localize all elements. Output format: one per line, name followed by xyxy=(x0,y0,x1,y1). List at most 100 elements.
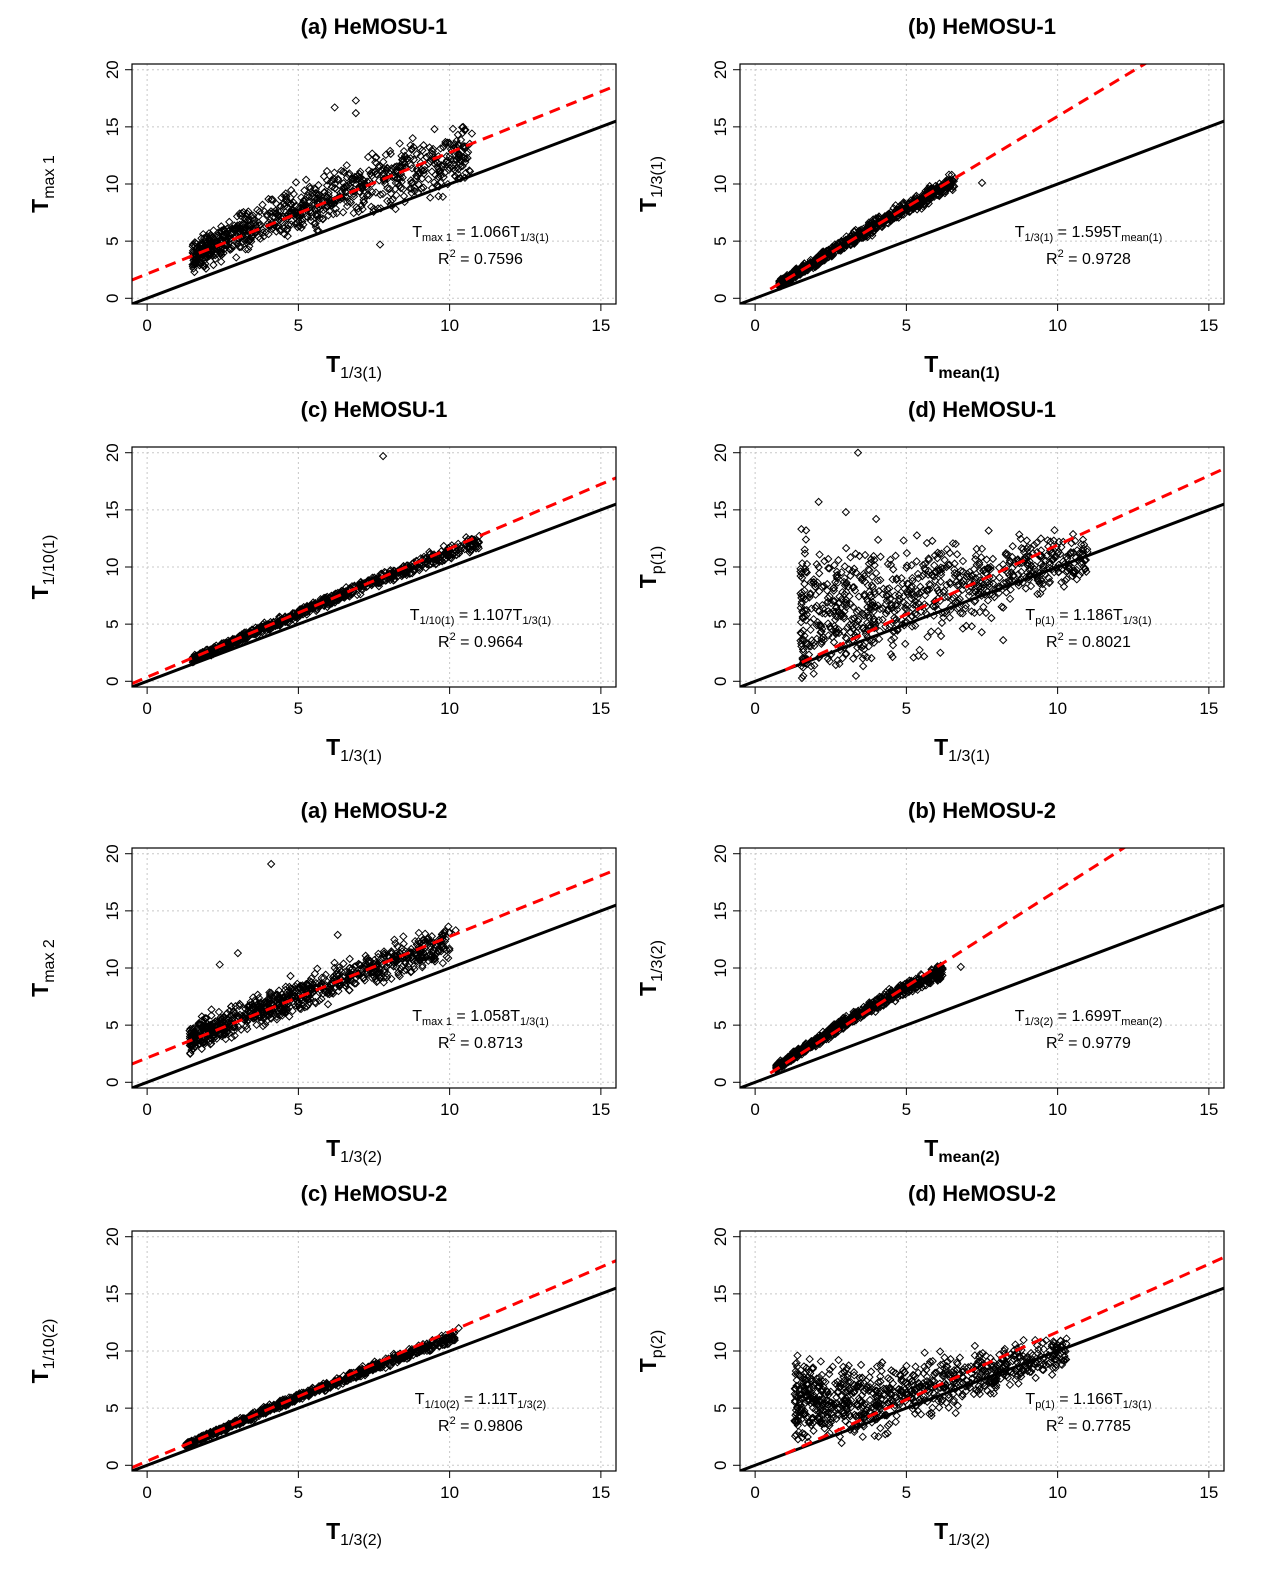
scatter-point xyxy=(372,159,381,168)
scatter-point xyxy=(889,204,898,213)
scatter-point xyxy=(830,560,839,570)
scatter-point xyxy=(417,174,427,183)
scatter-point xyxy=(863,597,873,606)
scatter-point xyxy=(285,982,294,992)
scatter-point xyxy=(926,627,936,636)
scatter-point xyxy=(291,178,301,187)
scatter-point xyxy=(1072,565,1081,575)
scatter-point xyxy=(986,564,995,574)
scatter-point xyxy=(1054,537,1064,546)
equation-rhs-sub: mean(1) xyxy=(1121,232,1162,244)
scatter-point xyxy=(372,961,382,970)
y-tick-label: 15 xyxy=(103,901,122,920)
equation-rhs: = 1.595T xyxy=(1053,224,1121,241)
equation-lhs: T xyxy=(1015,224,1025,241)
x-tick-label: 5 xyxy=(902,699,911,718)
scatter-point xyxy=(465,548,475,557)
scatter-point xyxy=(322,166,332,176)
scatter-point xyxy=(301,175,311,184)
scatter-point xyxy=(386,189,396,198)
fit-line xyxy=(784,467,1224,672)
scatter-point xyxy=(458,161,467,171)
r-squared-sup: 2 xyxy=(1058,248,1064,260)
scatter-point xyxy=(813,578,822,587)
scatter-point xyxy=(283,231,292,241)
scatter-point xyxy=(383,163,392,173)
scatter-point xyxy=(437,930,447,939)
scatter-point xyxy=(339,959,348,968)
scatter-point xyxy=(211,254,220,264)
scatter-point xyxy=(418,555,428,564)
r-squared-sup: 2 xyxy=(1058,631,1064,643)
scatter-point xyxy=(358,175,368,185)
scatter-point xyxy=(801,595,811,604)
scatter-point xyxy=(892,615,901,624)
scatter-point xyxy=(424,956,433,966)
scatter-point xyxy=(874,616,884,625)
scatter-point xyxy=(1038,562,1048,572)
equation-lhs-sub: 1/10(1) xyxy=(420,615,455,627)
scatter-point xyxy=(942,580,951,590)
scatter-point xyxy=(933,626,943,636)
scatter-point xyxy=(975,560,984,569)
scatter-point xyxy=(204,229,214,238)
scatter-point xyxy=(455,150,464,159)
scatter-point xyxy=(851,568,861,577)
scatter-point xyxy=(311,219,320,228)
scatter-point xyxy=(420,929,430,938)
scatter-point xyxy=(1008,542,1017,551)
scatter-point xyxy=(402,965,411,975)
scatter-point xyxy=(340,168,349,177)
scatter-point xyxy=(807,636,817,645)
scatter-point xyxy=(908,576,917,586)
scatter-point xyxy=(958,567,968,576)
scatter-point xyxy=(1008,571,1018,581)
scatter-point xyxy=(201,1021,211,1031)
x-tick-label: 5 xyxy=(902,316,911,335)
scatter-point xyxy=(293,218,302,228)
scatter-point xyxy=(1022,552,1031,561)
scatter-point xyxy=(1023,542,1033,552)
scatter-point xyxy=(954,603,964,613)
scatter-point xyxy=(242,1021,251,1031)
scatter-point xyxy=(232,212,242,221)
scatter-point xyxy=(869,607,878,616)
scatter-point xyxy=(307,977,316,987)
scatter-point xyxy=(306,994,315,1003)
scatter-point xyxy=(385,960,394,969)
scatter-point xyxy=(415,563,424,573)
equation-lhs: T xyxy=(412,1008,422,1025)
scatter-point xyxy=(1025,551,1034,561)
scatter-point xyxy=(460,157,470,167)
scatter-point xyxy=(910,609,920,619)
scatter-point xyxy=(977,553,986,562)
scatter-point xyxy=(1036,559,1046,569)
equation-rhs-sub: 1/3(1) xyxy=(522,615,551,627)
scatter-point xyxy=(839,627,848,637)
scatter-point xyxy=(355,960,364,970)
scatter-point xyxy=(243,245,253,254)
y-tick-label: 10 xyxy=(711,175,730,194)
scatter-point xyxy=(327,177,336,186)
scatter-point xyxy=(865,613,874,623)
x-tick-label: 10 xyxy=(1048,699,1067,718)
scatter-point xyxy=(348,964,357,973)
scatter-point xyxy=(226,639,236,649)
scatter-point xyxy=(406,160,416,170)
scatter-point xyxy=(467,129,477,138)
scatter-point xyxy=(315,214,325,223)
scatter-point xyxy=(189,264,198,273)
scatter-point xyxy=(829,638,839,647)
scatter-point xyxy=(898,579,907,588)
scatter-point xyxy=(256,220,265,230)
scatter-point xyxy=(424,175,433,184)
scatter-point xyxy=(345,182,355,191)
scatter-point xyxy=(944,170,954,179)
scatter-point xyxy=(235,631,245,641)
scatter-point xyxy=(354,207,363,216)
scatter-point xyxy=(279,224,289,233)
scatter-point xyxy=(410,936,420,946)
scatter-point xyxy=(389,576,398,585)
scatter-point xyxy=(445,163,454,173)
scatter-point xyxy=(204,1029,213,1038)
